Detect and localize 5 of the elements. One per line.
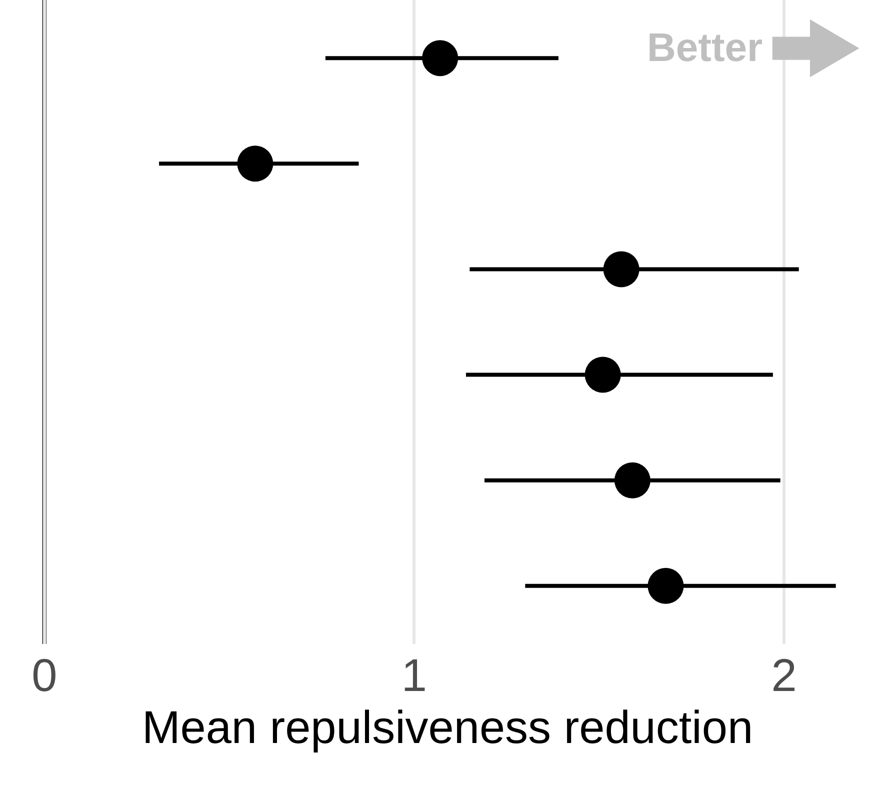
x-tick-label: 2 [771,649,797,701]
x-tick-label: 1 [401,649,428,701]
x-axis-title: Mean repulsiveness reduction [142,701,754,753]
annotation: Better [647,26,763,70]
x-tick-label: 0 [32,649,58,701]
